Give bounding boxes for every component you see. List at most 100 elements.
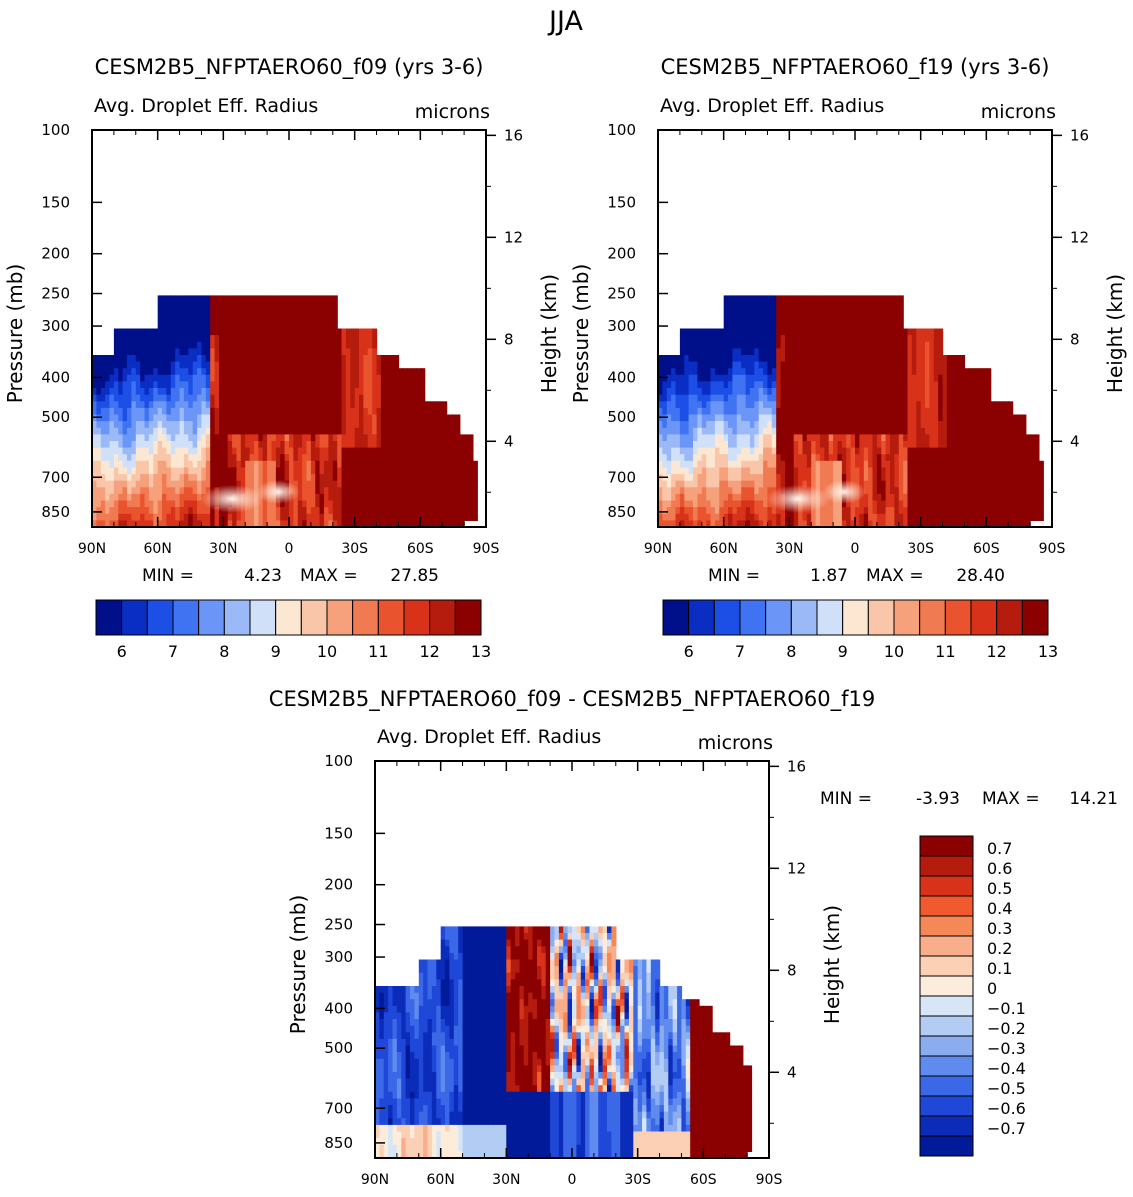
heatmap-cell [951,487,957,495]
heatmap-cell [367,414,373,422]
heatmap-cell [780,513,786,521]
heatmap-cell [223,321,229,330]
heatmap-cell [293,374,299,382]
heatmap-cell [679,447,685,455]
heatmap-cell [411,434,417,442]
heatmap-cell [113,513,119,521]
heatmap-cell [933,328,939,336]
heatmap-cell [337,394,343,402]
heatmap-cell [372,441,378,449]
heatmap-cell [113,328,119,336]
heatmap-cell [789,361,795,369]
heatmap-cell [719,520,725,528]
heatmap-cell [210,447,216,455]
heatmap-cell [289,388,294,396]
heatmap-cell [714,520,720,528]
heatmap-cell [254,414,259,422]
heatmap-cell [170,493,176,502]
heatmap-cell [833,520,839,528]
heatmap-cell [157,341,163,349]
heatmap-cell [389,394,395,402]
heatmap-cell [157,308,163,316]
heatmap-cell [271,520,277,528]
heatmap-cell [732,374,738,382]
heatmap-cell [183,388,189,396]
heatmap-cell [693,368,698,376]
heatmap-cell [706,493,712,502]
heatmap-cell [328,308,334,316]
heatmap-cell [933,467,939,475]
heatmap-cell [789,427,795,435]
heatmap-cell [310,427,316,435]
heatmap-cell [240,513,246,521]
heatmap-cell [745,407,751,416]
heatmap-cell [293,368,299,376]
heatmap-cell [324,474,329,482]
heatmap-cell [841,407,847,416]
heatmap-cell [289,394,294,402]
heatmap-cell [92,414,97,422]
heatmap-cell [736,493,742,502]
heatmap-cell [890,368,895,376]
heatmap-cell [863,381,869,389]
heatmap-cell [157,520,163,528]
heatmap-cell [345,355,351,363]
heatmap-cell [749,388,755,396]
heatmap-cell [389,513,395,521]
heatmap-cell [398,368,404,376]
heatmap-cell [363,507,369,515]
heatmap-cell [723,493,729,502]
heatmap-cell [302,520,308,528]
heatmap-cell [468,493,474,502]
heatmap-cell [407,507,413,515]
heatmap-cell [345,507,351,515]
heatmap-cell [903,388,909,396]
heatmap-cell [811,335,817,343]
heatmap-cell [933,454,939,462]
heatmap-cell [815,321,821,330]
heatmap-cell [350,467,356,475]
heatmap-cell [192,460,198,468]
heatmap-cell [284,427,290,435]
heatmap-cell [868,355,874,363]
heatmap-cell [345,447,351,455]
heatmap-cell [736,507,742,515]
heatmap-cell [828,335,834,343]
heatmap-cell [289,427,294,435]
heatmap-cell [666,355,672,363]
heatmap-cell [192,520,198,528]
heatmap-cell [955,487,961,495]
heatmap-cell [679,374,685,382]
heatmap-cell [472,474,478,482]
heatmap-cell [933,348,939,356]
heatmap-cell [394,480,400,488]
heatmap-cell [144,467,150,475]
heatmap-cell [885,480,891,488]
heatmap-cell [806,381,812,389]
heatmap-cell [675,355,681,363]
heatmap-cell [925,480,930,488]
heatmap-cell [166,368,172,376]
heatmap-cell [894,368,900,376]
heatmap-cell [267,348,273,356]
heatmap-cell [433,421,439,429]
heatmap-cell [315,507,321,515]
heatmap-cell [429,447,435,455]
heatmap-cell [131,368,137,376]
heatmap-cell [179,321,185,330]
heatmap-cell [131,493,137,502]
heatmap-cell [402,454,408,462]
heatmap-cell [833,394,839,402]
heatmap-cell [289,321,294,330]
heatmap-cell [223,394,229,402]
heatmap-cell [679,414,685,422]
heatmap-cell [92,407,97,416]
heatmap-cell [122,341,128,349]
heatmap-cell [719,388,725,396]
heatmap-cell [693,341,698,349]
heatmap-cell [201,434,207,442]
heatmap-cell [424,487,430,495]
heatmap-cell [828,295,834,303]
heatmap-cell [911,335,917,343]
heatmap-cell [907,507,913,515]
